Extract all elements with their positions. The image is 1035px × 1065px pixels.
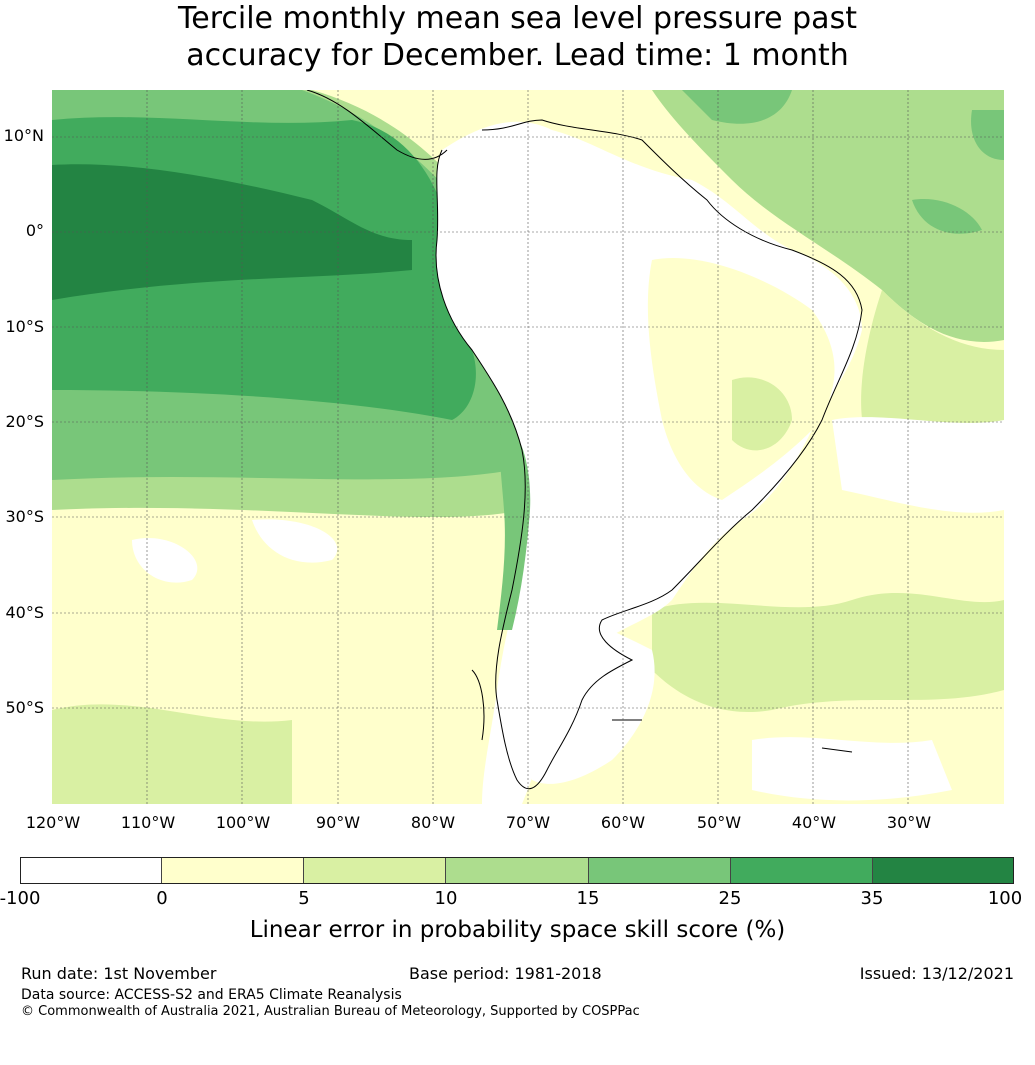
land-brazil-green-patch bbox=[732, 377, 792, 451]
lat-label-10n: 10°N bbox=[3, 126, 44, 145]
colorbar-segment-25-35 bbox=[730, 857, 873, 884]
lat-label-50s: 50°S bbox=[5, 698, 44, 717]
lat-label-0: 0° bbox=[25, 221, 44, 240]
colorbar-segment-5-10 bbox=[304, 857, 447, 884]
chart-title: Tercile monthly mean sea level pressure … bbox=[0, 0, 1035, 74]
lon-label-110w: 110°W bbox=[120, 813, 176, 832]
title-line-2: accuracy for December. Lead time: 1 mont… bbox=[186, 38, 849, 73]
region-atlantic-10-15 bbox=[652, 90, 1004, 342]
lon-label-30w: 30°W bbox=[886, 813, 932, 832]
region-south-white-1 bbox=[132, 538, 198, 583]
data-source: Data source: ACCESS-S2 and ERA5 Climate … bbox=[21, 987, 402, 1003]
base-period: Base period: 1981-2018 bbox=[409, 964, 602, 983]
title-line-1: Tercile monthly mean sea level pressure … bbox=[178, 1, 857, 36]
lon-label-40w: 40°W bbox=[791, 813, 837, 832]
land-andes-green bbox=[497, 420, 531, 630]
colorbar-tick: 5 bbox=[298, 888, 310, 909]
lon-label-80w: 80°W bbox=[410, 813, 456, 832]
lon-label-120w: 120°W bbox=[25, 813, 81, 832]
lat-label-20s: 20°S bbox=[5, 412, 44, 431]
colorbar bbox=[20, 857, 1014, 884]
skill-score-map[interactable] bbox=[52, 90, 1004, 804]
lat-label-10s: 10°S bbox=[5, 317, 44, 336]
coastline-islands bbox=[471, 669, 853, 753]
colorbar-tick: 35 bbox=[860, 888, 884, 909]
lon-label-90w: 90°W bbox=[315, 813, 361, 832]
region-south-white-3 bbox=[832, 417, 1004, 513]
region-south-white-4 bbox=[752, 737, 952, 801]
lon-label-60w: 60°W bbox=[600, 813, 646, 832]
copyright: © Commonwealth of Australia 2021, Austra… bbox=[21, 1004, 640, 1019]
colorbar-segment-neg bbox=[20, 857, 163, 884]
issued-date: Issued: 13/12/2021 bbox=[859, 964, 1014, 983]
lon-label-50w: 50°W bbox=[696, 813, 742, 832]
lon-label-100w: 100°W bbox=[215, 813, 271, 832]
region-southwest-green bbox=[52, 704, 292, 804]
colorbar-label: Linear error in probability space skill … bbox=[249, 917, 786, 943]
lat-label-40s: 40°S bbox=[5, 603, 44, 622]
coastline bbox=[306, 90, 863, 790]
region-atlantic-15-25 bbox=[682, 90, 1004, 234]
run-date: Run date: 1st November bbox=[21, 964, 217, 983]
colorbar-tick: 10 bbox=[434, 888, 458, 909]
colorbar-segment-15-25 bbox=[588, 857, 731, 884]
colorbar-segment-10-15 bbox=[446, 857, 589, 884]
land-patagonia-white bbox=[524, 610, 655, 784]
lon-label-70w: 70°W bbox=[505, 813, 551, 832]
region-south-atlantic-5-10 bbox=[652, 592, 1004, 712]
colorbar-tick: 100 bbox=[987, 888, 1023, 909]
colorbar-tick: 15 bbox=[576, 888, 600, 909]
colorbar-segment-0-5 bbox=[162, 857, 305, 884]
colorbar-tick: 0 bbox=[156, 888, 168, 909]
gridlines bbox=[52, 90, 1004, 804]
region-south-white-2 bbox=[252, 519, 338, 563]
lat-label-30s: 30°S bbox=[5, 507, 44, 526]
colorbar-tick: 25 bbox=[718, 888, 742, 909]
colorbar-tick: -100 bbox=[0, 888, 41, 909]
colorbar-segment-35-100 bbox=[872, 857, 1014, 884]
